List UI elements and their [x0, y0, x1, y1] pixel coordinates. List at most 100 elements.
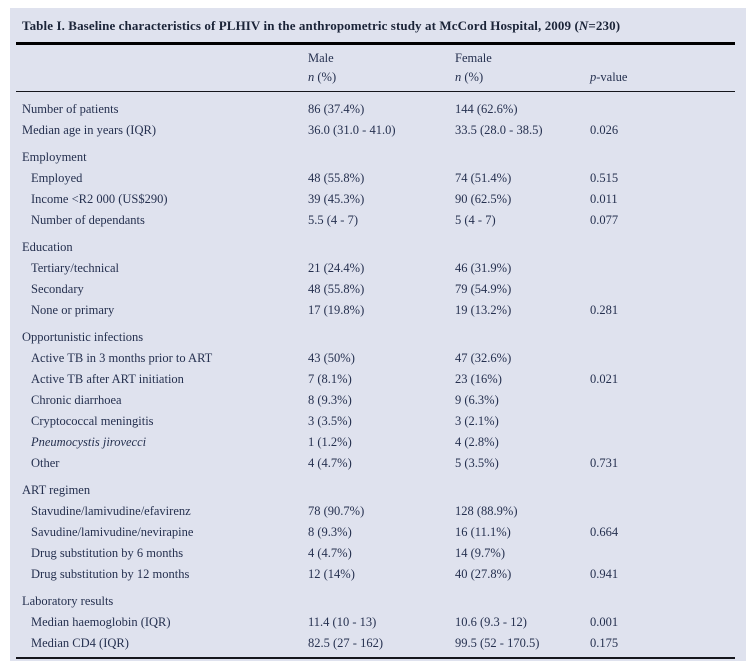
- row-label: Employed: [31, 171, 83, 185]
- table-row: Tertiary/technical 21 (24.4%) 46 (31.9%): [10, 258, 746, 279]
- female-value: 79 (54.9%): [455, 282, 512, 296]
- section-header-row: ART regimen: [10, 480, 746, 501]
- male-value: 11.4 (10 - 13): [308, 615, 377, 629]
- table-title-text: Table I. Baseline characteristics of PLH…: [22, 18, 579, 33]
- row-label: Chronic diarrhoea: [31, 393, 122, 407]
- row-label: Drug substitution by 6 months: [31, 546, 184, 560]
- p-value: 0.077: [590, 213, 619, 227]
- p-value: 0.021: [590, 372, 619, 386]
- table-row: Cryptococcal meningitis 3 (3.5%) 3 (2.1%…: [10, 411, 746, 432]
- female-value: 3 (2.1%): [455, 414, 499, 428]
- p-value: 0.941: [590, 567, 619, 581]
- row-label: Tertiary/technical: [31, 261, 119, 275]
- male-value: 82.5 (27 - 162): [308, 636, 383, 650]
- female-value: 47 (32.6%): [455, 351, 512, 365]
- p-value: 0.001: [590, 615, 619, 629]
- row-label: Income <R2 000 (US$290): [31, 192, 168, 206]
- column-header-male: Male n (%): [308, 49, 455, 87]
- male-value: 3 (3.5%): [308, 414, 352, 428]
- male-header-label: Male: [308, 51, 334, 65]
- table-row: Active TB in 3 months prior to ART 43 (5…: [10, 348, 746, 369]
- male-value: 8 (9.3%): [308, 393, 352, 407]
- p-value: 0.175: [590, 636, 619, 650]
- row-label: Laboratory results: [22, 594, 114, 608]
- female-header-label: Female: [455, 51, 492, 65]
- table-body: Number of patients 86 (37.4%) 144 (62.6%…: [10, 99, 746, 654]
- female-value: 4 (2.8%): [455, 435, 499, 449]
- male-value: 8 (9.3%): [308, 525, 352, 539]
- male-value: 48 (55.8%): [308, 282, 365, 296]
- table-row: Other 4 (4.7%) 5 (3.5%) 0.731: [10, 453, 746, 474]
- table-row: Savudine/lamivudine/nevirapine 8 (9.3%) …: [10, 522, 746, 543]
- p-value: 0.011: [590, 192, 618, 206]
- row-label: Stavudine/lamivudine/efavirenz: [31, 504, 191, 518]
- table-row: Drug substitution by 6 months 4 (4.7%) 1…: [10, 543, 746, 564]
- row-label: Active TB after ART initiation: [31, 372, 184, 386]
- row-label: Pneumocystis jirovecci: [31, 435, 147, 449]
- row-label: Education: [22, 240, 73, 254]
- row-label: Cryptococcal meningitis: [31, 414, 154, 428]
- table-row: Pneumocystis jirovecci 1 (1.2%) 4 (2.8%): [10, 432, 746, 453]
- female-value: 16 (11.1%): [455, 525, 511, 539]
- male-value: 4 (4.7%): [308, 546, 352, 560]
- female-value: 99.5 (52 - 170.5): [455, 636, 540, 650]
- table-row: Employed 48 (55.8%) 74 (51.4%) 0.515: [10, 168, 746, 189]
- female-n-pct-label: n (%): [455, 70, 484, 84]
- male-value: 17 (19.8%): [308, 303, 365, 317]
- column-headers: Male n (%) Female n (%) p-value: [10, 49, 746, 87]
- section-header-row: Employment: [10, 147, 746, 168]
- row-label: Secondary: [31, 282, 84, 296]
- table-row: Secondary 48 (55.8%) 79 (54.9%): [10, 279, 746, 300]
- row-label: Opportunistic infections: [22, 330, 144, 344]
- male-value: 7 (8.1%): [308, 372, 352, 386]
- female-value: 40 (27.8%): [455, 567, 512, 581]
- row-label: Other: [31, 456, 60, 470]
- male-value: 4 (4.7%): [308, 456, 352, 470]
- table-row: Median CD4 (IQR) 82.5 (27 - 162) 99.5 (5…: [10, 633, 746, 654]
- table-row: Active TB after ART initiation 7 (8.1%) …: [10, 369, 746, 390]
- p-value: 0.664: [590, 525, 619, 539]
- title-rule: [16, 42, 735, 45]
- row-label: Active TB in 3 months prior to ART: [31, 351, 213, 365]
- row-label: Median CD4 (IQR): [31, 636, 129, 650]
- section-header-row: Opportunistic infections: [10, 327, 746, 348]
- bottom-rule: [16, 657, 735, 659]
- table-row: None or primary 17 (19.8%) 19 (13.2%) 0.…: [10, 300, 746, 321]
- p-value: 0.515: [590, 171, 619, 185]
- row-label: Employment: [22, 150, 87, 164]
- table-title-n-italic: N: [578, 18, 589, 33]
- female-value: 33.5 (28.0 - 38.5): [455, 123, 543, 137]
- row-label: Savudine/lamivudine/nevirapine: [31, 525, 194, 539]
- table-row: Number of patients 86 (37.4%) 144 (62.6%…: [10, 99, 746, 120]
- section-header-row: Laboratory results: [10, 591, 746, 612]
- p-value-header-label: p-value: [590, 70, 628, 84]
- section-header-row: Education: [10, 237, 746, 258]
- table-row: Median haemoglobin (IQR) 11.4 (10 - 13) …: [10, 612, 746, 633]
- female-value: 90 (62.5%): [455, 192, 512, 206]
- male-value: 48 (55.8%): [308, 171, 365, 185]
- male-value: 43 (50%): [308, 351, 355, 365]
- table-row: Income <R2 000 (US$290) 39 (45.3%) 90 (6…: [10, 189, 746, 210]
- p-value: 0.281: [590, 303, 619, 317]
- row-label: Number of patients: [22, 102, 119, 116]
- male-value: 21 (24.4%): [308, 261, 365, 275]
- female-value: 5 (3.5%): [455, 456, 499, 470]
- table-row: Stavudine/lamivudine/efavirenz 78 (90.7%…: [10, 501, 746, 522]
- male-value: 78 (90.7%): [308, 504, 365, 518]
- female-value: 5 (4 - 7): [455, 213, 496, 227]
- table-row: Median age in years (IQR) 36.0 (31.0 - 4…: [10, 120, 746, 141]
- table-row: Number of dependants 5.5 (4 - 7) 5 (4 - …: [10, 210, 746, 231]
- column-header-female: Female n (%): [455, 49, 590, 87]
- row-label: Number of dependants: [31, 213, 145, 227]
- female-value: 128 (88.9%): [455, 504, 518, 518]
- p-value: 0.026: [590, 123, 619, 137]
- male-value: 36.0 (31.0 - 41.0): [308, 123, 396, 137]
- male-value: 1 (1.2%): [308, 435, 352, 449]
- p-value: 0.731: [590, 456, 619, 470]
- column-header-pvalue: p-value: [590, 68, 746, 87]
- female-value: 46 (31.9%): [455, 261, 512, 275]
- row-label: Drug substitution by 12 months: [31, 567, 190, 581]
- table-title: Table I. Baseline characteristics of PLH…: [22, 18, 732, 33]
- male-value: 86 (37.4%): [308, 102, 365, 116]
- female-value: 9 (6.3%): [455, 393, 499, 407]
